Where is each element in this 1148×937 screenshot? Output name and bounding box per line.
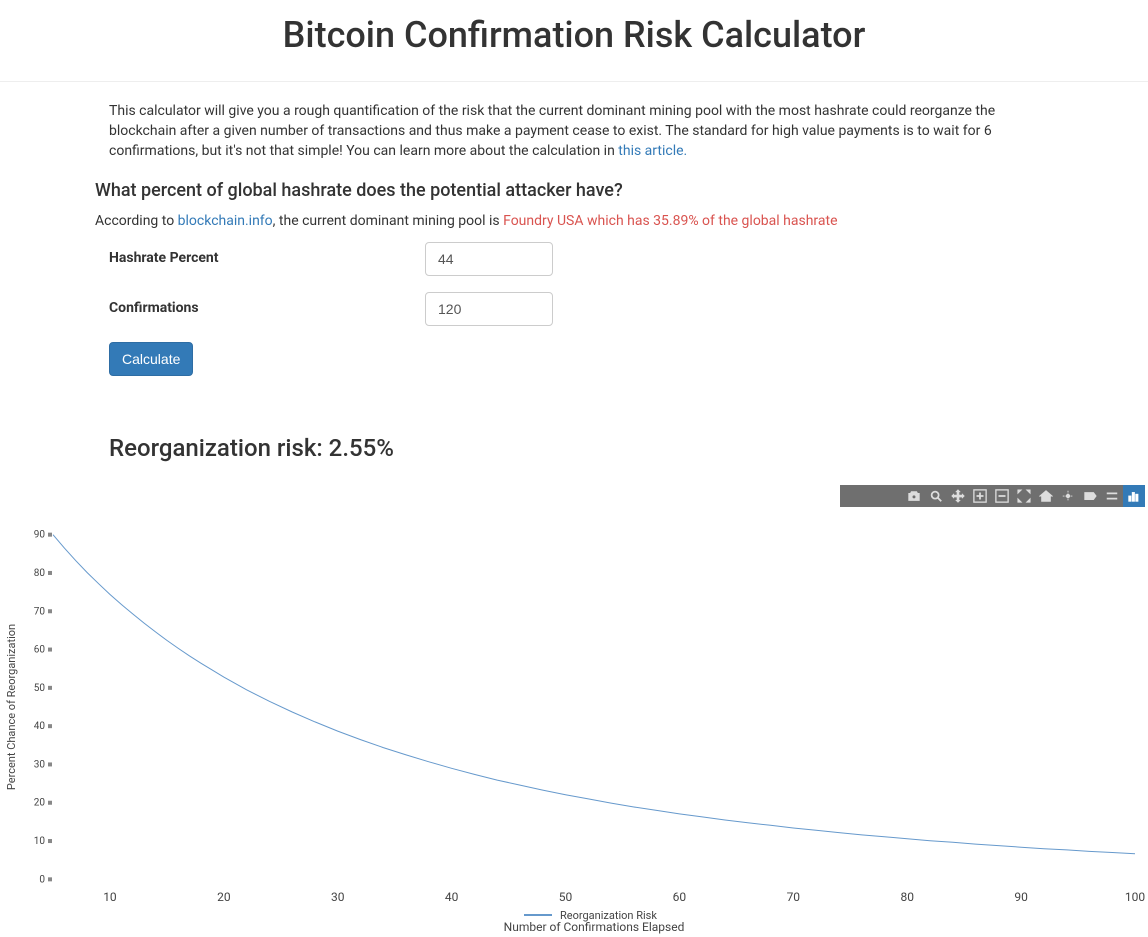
- calculate-button[interactable]: Calculate: [109, 342, 193, 376]
- source-prefix: According to: [95, 213, 178, 229]
- svg-text:80: 80: [34, 568, 46, 579]
- page-title: Bitcoin Confirmation Risk Calculator: [0, 10, 1148, 61]
- source-midfix: , the current dominant mining pool is: [273, 213, 503, 229]
- intro-link[interactable]: this article.: [618, 143, 687, 159]
- svg-text:70: 70: [787, 890, 801, 904]
- svg-text:60: 60: [673, 890, 687, 904]
- risk-line-chart[interactable]: 0 10 20 30 40 50 60 70 80 90 10 20 30 40 50 60 70 80 90 100…: [3, 507, 1145, 937]
- camera-icon[interactable]: [903, 485, 925, 507]
- svg-text:70: 70: [34, 607, 46, 618]
- svg-text:50: 50: [559, 890, 573, 904]
- svg-text:100: 100: [1125, 890, 1145, 904]
- main-container: This calculator will give you a rough qu…: [94, 102, 1054, 465]
- svg-text:20: 20: [34, 798, 46, 809]
- svg-text:80: 80: [900, 890, 914, 904]
- svg-text:20: 20: [217, 890, 231, 904]
- source-highlight: Foundry USA which has 35.89% of the glob…: [503, 213, 837, 229]
- confirmations-input[interactable]: [425, 292, 553, 326]
- svg-text:Percent Chance of Reorganizati: Percent Chance of Reorganization: [5, 624, 18, 790]
- form-area: Hashrate Percent Confirmations Calculate: [109, 242, 1039, 376]
- zoom-icon[interactable]: [925, 485, 947, 507]
- plotly-icon[interactable]: [1123, 485, 1145, 507]
- spike-icon[interactable]: [1057, 485, 1079, 507]
- section-question: What percent of global hashrate does the…: [95, 178, 1039, 204]
- svg-text:30: 30: [331, 890, 345, 904]
- chart-toolbar: [840, 485, 1145, 507]
- svg-text:10: 10: [34, 836, 46, 847]
- home-icon[interactable]: [1035, 485, 1057, 507]
- source-line: According to blockchain.info, the curren…: [95, 212, 1039, 232]
- svg-text:90: 90: [1014, 890, 1028, 904]
- intro-paragraph: This calculator will give you a rough qu…: [109, 102, 1039, 162]
- svg-text:0: 0: [39, 875, 45, 886]
- pan-icon[interactable]: [947, 485, 969, 507]
- svg-text:60: 60: [34, 645, 46, 656]
- tag-icon[interactable]: [1079, 485, 1101, 507]
- chart-area: 0 10 20 30 40 50 60 70 80 90 10 20 30 40 50 60 70 80 90 100…: [3, 485, 1145, 937]
- plus-icon[interactable]: [969, 485, 991, 507]
- hashrate-input[interactable]: [425, 242, 553, 276]
- intro-text: This calculator will give you a rough qu…: [109, 103, 995, 159]
- expand-icon[interactable]: [1013, 485, 1035, 507]
- confirmations-label: Confirmations: [109, 299, 425, 319]
- svg-text:Number of Confirmations Elapse: Number of Confirmations Elapsed: [504, 920, 685, 934]
- result-heading: Reorganization risk: 2.55%: [109, 431, 1039, 465]
- minus-icon[interactable]: [991, 485, 1013, 507]
- svg-text:40: 40: [34, 721, 46, 732]
- svg-text:50: 50: [34, 683, 46, 694]
- page-header: Bitcoin Confirmation Risk Calculator: [0, 10, 1148, 82]
- svg-text:Reorganization Risk: Reorganization Risk: [560, 909, 657, 922]
- svg-text:40: 40: [445, 890, 459, 904]
- lines-icon[interactable]: [1101, 485, 1123, 507]
- svg-text:10: 10: [103, 890, 117, 904]
- hashrate-label: Hashrate Percent: [109, 249, 425, 269]
- svg-text:30: 30: [34, 760, 46, 771]
- source-link[interactable]: blockchain.info: [178, 213, 273, 229]
- confirmations-row: Confirmations: [109, 292, 1039, 326]
- hashrate-row: Hashrate Percent: [109, 242, 1039, 276]
- svg-text:90: 90: [34, 530, 46, 541]
